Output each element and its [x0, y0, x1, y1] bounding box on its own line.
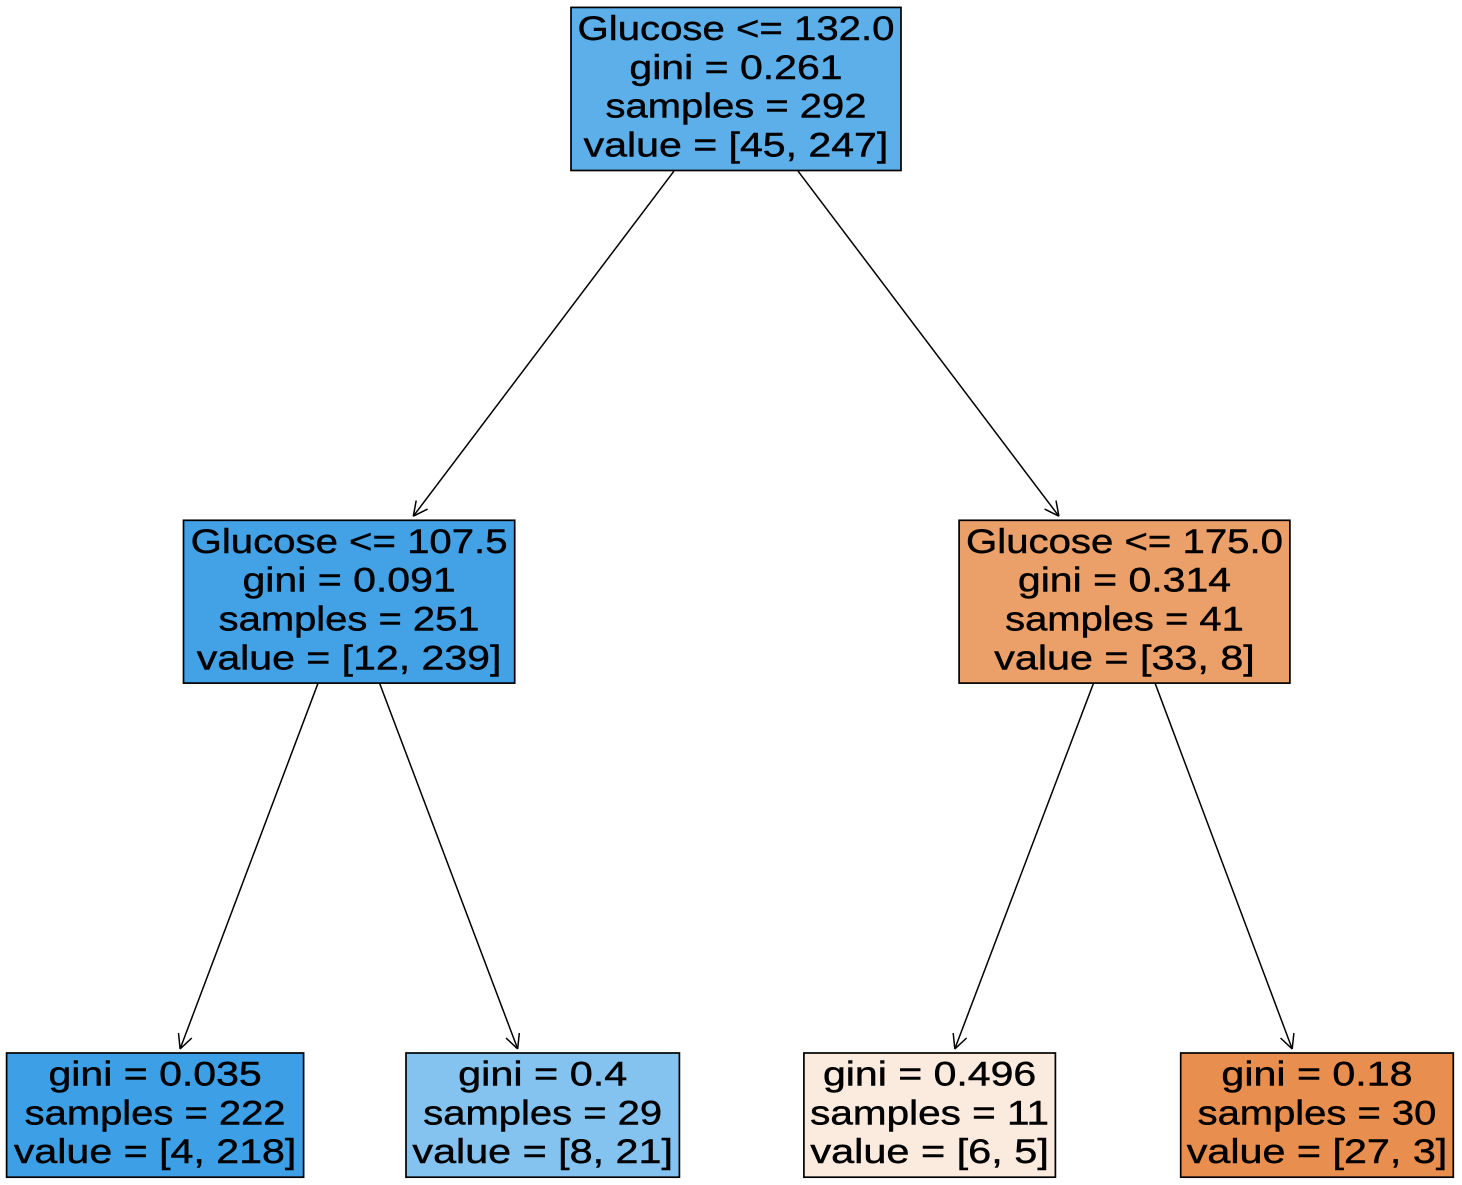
svg-text:gini = 0.314: gini = 0.314 — [1018, 562, 1231, 600]
svg-text:value = [27, 3]: value = [27, 3] — [1187, 1133, 1448, 1171]
svg-text:Glucose <= 175.0: Glucose <= 175.0 — [966, 523, 1283, 561]
svg-text:samples = 30: samples = 30 — [1198, 1094, 1437, 1132]
svg-text:value = [45, 247]: value = [45, 247] — [584, 126, 889, 164]
svg-text:value = [6, 5]: value = [6, 5] — [810, 1133, 1049, 1171]
svg-text:samples = 251: samples = 251 — [219, 600, 480, 638]
svg-text:gini = 0.496: gini = 0.496 — [823, 1056, 1036, 1094]
svg-text:value = [8, 21]: value = [8, 21] — [412, 1133, 673, 1171]
svg-text:gini = 0.091: gini = 0.091 — [243, 562, 456, 600]
svg-text:gini = 0.4: gini = 0.4 — [458, 1056, 627, 1094]
svg-text:gini = 0.261: gini = 0.261 — [629, 49, 842, 87]
svg-text:samples = 11: samples = 11 — [810, 1094, 1049, 1132]
svg-text:Glucose <= 132.0: Glucose <= 132.0 — [578, 10, 895, 48]
svg-text:samples = 292: samples = 292 — [606, 88, 867, 126]
svg-text:value = [12, 239]: value = [12, 239] — [197, 639, 502, 677]
svg-text:gini = 0.18: gini = 0.18 — [1221, 1056, 1412, 1094]
svg-text:samples = 29: samples = 29 — [423, 1094, 662, 1132]
svg-text:gini = 0.035: gini = 0.035 — [49, 1056, 262, 1094]
svg-text:value = [33, 8]: value = [33, 8] — [994, 639, 1255, 677]
svg-text:samples = 222: samples = 222 — [25, 1094, 286, 1132]
svg-text:samples = 41: samples = 41 — [1005, 600, 1244, 638]
svg-text:value = [4, 218]: value = [4, 218] — [14, 1133, 297, 1171]
svg-text:Glucose <= 107.5: Glucose <= 107.5 — [191, 523, 508, 561]
